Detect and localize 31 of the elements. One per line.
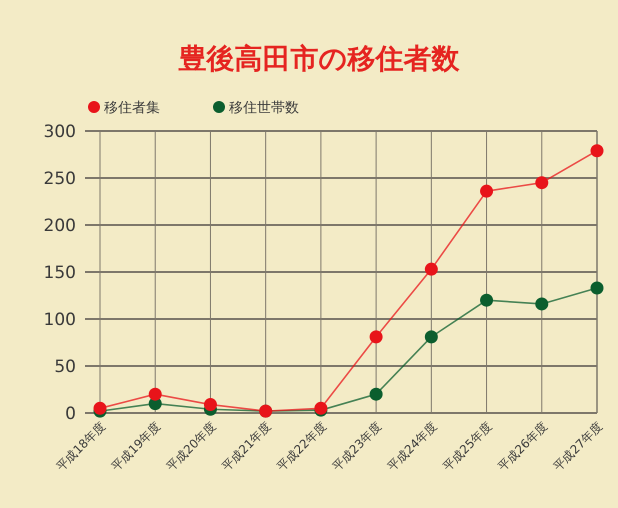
- y-tick-label: 300: [44, 122, 76, 142]
- point: [94, 402, 106, 415]
- x-tick-label: 平成25年度: [440, 419, 495, 474]
- x-tick-label: 平成21年度: [219, 419, 274, 474]
- point: [590, 144, 604, 158]
- point: [590, 281, 604, 294]
- point: [204, 398, 217, 412]
- y-tick-label: 250: [44, 169, 76, 189]
- point: [370, 388, 383, 401]
- point: [424, 262, 438, 276]
- x-tick-label: 平成23年度: [330, 419, 384, 474]
- x-tick-label: 平成20年度: [164, 419, 219, 474]
- legend-label: 移住世帯数: [229, 100, 299, 116]
- x-tick-label: 平成24年度: [384, 419, 440, 474]
- y-tick-label: 200: [44, 216, 76, 236]
- x-tick-label: 平成27年度: [550, 419, 606, 474]
- point: [480, 184, 494, 198]
- point: [535, 297, 548, 310]
- point: [370, 330, 383, 344]
- point: [480, 294, 494, 307]
- chart-title: 豊後高田市の移住者数: [178, 42, 460, 75]
- point: [424, 330, 438, 344]
- y-tick-label: 100: [44, 310, 76, 330]
- point: [535, 176, 548, 190]
- y-tick-label: 50: [54, 357, 76, 377]
- legend-label: 移住者集: [104, 100, 160, 116]
- x-tick-label: 平成19年度: [108, 419, 164, 474]
- x-tick-label: 平成26年度: [495, 419, 550, 474]
- point: [148, 388, 162, 401]
- y-tick-label: 150: [44, 263, 76, 283]
- x-tick-label: 平成22年度: [274, 419, 330, 474]
